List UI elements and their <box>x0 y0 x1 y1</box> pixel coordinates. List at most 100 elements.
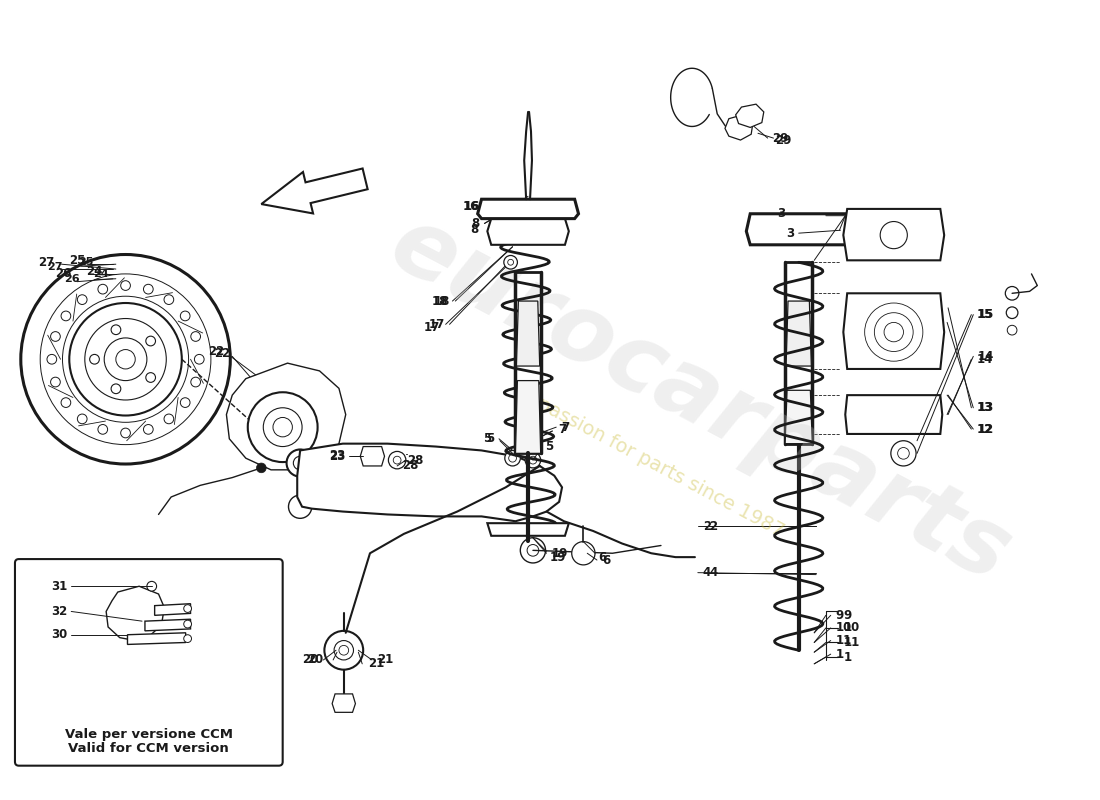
Text: 11: 11 <box>836 634 851 647</box>
Circle shape <box>287 450 314 477</box>
Circle shape <box>1005 286 1019 300</box>
Circle shape <box>1006 307 1018 318</box>
Polygon shape <box>845 395 943 434</box>
Circle shape <box>184 634 191 642</box>
Text: 25: 25 <box>69 254 86 267</box>
Text: 30: 30 <box>51 628 67 642</box>
Polygon shape <box>297 444 562 522</box>
Polygon shape <box>844 209 944 260</box>
Text: 31: 31 <box>51 580 67 593</box>
Polygon shape <box>332 694 355 712</box>
Polygon shape <box>106 586 164 641</box>
Text: 8: 8 <box>471 217 480 230</box>
Text: 27: 27 <box>47 262 63 272</box>
Polygon shape <box>361 446 385 466</box>
Polygon shape <box>477 199 579 218</box>
Text: 17: 17 <box>428 318 444 331</box>
Text: 18: 18 <box>434 294 451 307</box>
Text: 8: 8 <box>471 222 478 236</box>
Text: 6: 6 <box>598 550 606 564</box>
Text: 1: 1 <box>844 650 851 663</box>
Text: Valid for CCM version: Valid for CCM version <box>68 742 229 754</box>
Text: 19: 19 <box>549 550 565 564</box>
Text: 22: 22 <box>214 347 231 360</box>
Circle shape <box>891 441 916 466</box>
Text: 28: 28 <box>402 459 418 473</box>
Text: 14: 14 <box>977 353 993 366</box>
Text: 20: 20 <box>307 654 323 666</box>
Text: 9: 9 <box>844 609 851 622</box>
Text: 24: 24 <box>94 269 109 279</box>
Text: 26: 26 <box>65 274 80 284</box>
Circle shape <box>505 450 520 466</box>
Polygon shape <box>785 390 812 444</box>
Circle shape <box>256 463 266 473</box>
Text: 15: 15 <box>978 308 994 321</box>
Text: 2: 2 <box>710 519 717 533</box>
Text: eurocarparts: eurocarparts <box>374 198 1025 602</box>
Text: 2: 2 <box>703 519 711 533</box>
Polygon shape <box>227 363 345 470</box>
Text: 29: 29 <box>776 134 792 146</box>
Text: 1: 1 <box>836 648 844 661</box>
Circle shape <box>1008 326 1016 335</box>
Text: 18: 18 <box>431 294 448 307</box>
Text: 7: 7 <box>561 421 569 434</box>
Text: 23: 23 <box>330 449 345 462</box>
Text: 9: 9 <box>836 609 844 622</box>
Text: 20: 20 <box>302 654 319 666</box>
Circle shape <box>504 255 517 269</box>
Text: 5: 5 <box>483 432 492 446</box>
Text: 12: 12 <box>977 422 993 435</box>
Polygon shape <box>487 523 569 536</box>
Circle shape <box>572 542 595 565</box>
Text: 15: 15 <box>977 308 993 321</box>
Text: 32: 32 <box>51 605 67 618</box>
Polygon shape <box>746 214 851 245</box>
Text: 21: 21 <box>377 654 393 666</box>
Text: 14: 14 <box>978 350 994 363</box>
Text: 16: 16 <box>463 199 480 213</box>
Polygon shape <box>128 633 186 645</box>
Polygon shape <box>725 115 754 140</box>
Circle shape <box>248 392 318 462</box>
Circle shape <box>525 452 541 468</box>
Text: passion for parts since 1987: passion for parts since 1987 <box>535 394 788 542</box>
Polygon shape <box>844 294 944 369</box>
Text: 28: 28 <box>407 454 424 466</box>
Text: 13: 13 <box>977 402 993 414</box>
Circle shape <box>288 495 311 518</box>
Polygon shape <box>786 301 812 366</box>
Text: 5: 5 <box>486 432 494 446</box>
Circle shape <box>388 451 406 469</box>
Polygon shape <box>145 619 190 631</box>
Text: 21: 21 <box>368 658 384 670</box>
Text: 26: 26 <box>55 267 72 281</box>
Text: 10: 10 <box>836 622 851 634</box>
Text: 4: 4 <box>703 566 711 579</box>
Text: 12: 12 <box>978 422 994 435</box>
Circle shape <box>184 605 191 613</box>
Text: 13: 13 <box>978 402 994 414</box>
Text: 16: 16 <box>462 199 478 213</box>
Circle shape <box>147 582 156 591</box>
Text: 24: 24 <box>86 266 102 278</box>
Text: 6: 6 <box>602 554 610 566</box>
Text: 23: 23 <box>330 450 345 462</box>
Text: 4: 4 <box>710 566 717 579</box>
Polygon shape <box>736 104 763 127</box>
Text: 5: 5 <box>544 440 553 453</box>
Polygon shape <box>262 169 367 214</box>
Text: 22: 22 <box>209 345 224 358</box>
Text: 10: 10 <box>844 622 859 634</box>
Text: 7: 7 <box>558 422 566 435</box>
FancyBboxPatch shape <box>15 559 283 766</box>
Text: 19: 19 <box>551 546 568 560</box>
Text: 3: 3 <box>777 207 785 220</box>
Circle shape <box>184 620 191 628</box>
Text: Vale per versione CCM: Vale per versione CCM <box>65 728 233 741</box>
Text: 17: 17 <box>424 321 440 334</box>
Polygon shape <box>155 604 190 615</box>
Polygon shape <box>487 218 569 245</box>
Text: 25: 25 <box>78 258 94 267</box>
